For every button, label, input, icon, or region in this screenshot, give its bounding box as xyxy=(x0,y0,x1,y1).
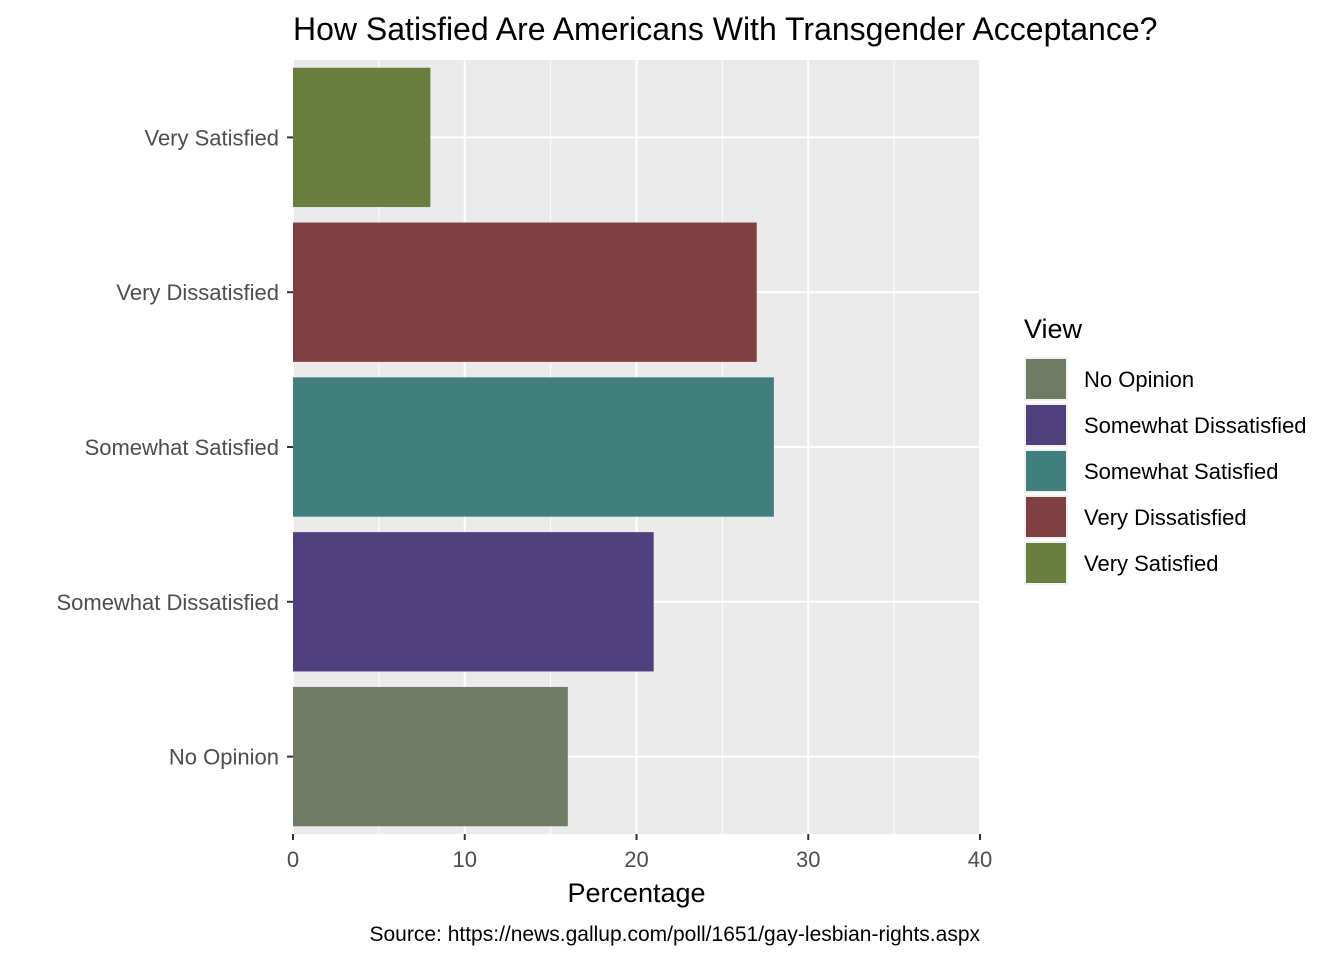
legend-label: No Opinion xyxy=(1084,367,1194,392)
legend-title: View xyxy=(1024,314,1083,344)
legend-swatch xyxy=(1026,405,1066,445)
x-tick-label: 40 xyxy=(968,847,992,872)
legend-label: Very Dissatisfied xyxy=(1084,505,1247,530)
y-tick-label: Very Satisfied xyxy=(144,125,279,150)
bar-very-dissatisfied xyxy=(293,222,757,362)
y-axis: No Opinion Somewhat Dissatisfied Somewhat … xyxy=(56,125,293,770)
legend-swatch xyxy=(1026,497,1066,537)
legend-items: No Opinion Somewhat Dissatisfied Somewhat … xyxy=(1024,357,1307,585)
chart-title: How Satisfied Are Americans With Transge… xyxy=(293,11,1157,47)
legend-swatch xyxy=(1026,359,1066,399)
legend-swatch xyxy=(1026,543,1066,583)
bar-no-opinion xyxy=(293,686,568,827)
x-tick-label: 20 xyxy=(624,847,648,872)
y-tick-label: Somewhat Satisfied xyxy=(85,435,279,460)
x-tick-label: 10 xyxy=(453,847,477,872)
bar-very-satisfied xyxy=(293,67,431,208)
x-axis: 0 10 20 30 40 xyxy=(287,834,992,872)
x-axis-title: Percentage xyxy=(567,878,705,908)
bar-somewhat-dissatisfied xyxy=(293,532,654,672)
source-caption: Source: https://news.gallup.com/poll/165… xyxy=(370,923,981,946)
y-tick-label: No Opinion xyxy=(169,745,279,770)
legend-swatch xyxy=(1026,451,1066,491)
legend: View No Opinion Somewhat Dissatisfied Some… xyxy=(1024,314,1307,585)
x-tick-label: 0 xyxy=(287,847,299,872)
legend-label: Somewhat Satisfied xyxy=(1084,459,1278,484)
bars xyxy=(293,67,774,827)
legend-label: Very Satisfied xyxy=(1084,551,1219,576)
legend-label: Somewhat Dissatisfied xyxy=(1084,413,1307,438)
y-tick-label: Very Dissatisfied xyxy=(116,280,279,305)
bar-somewhat-satisfied xyxy=(293,377,774,517)
x-tick-label: 30 xyxy=(796,847,820,872)
y-tick-label: Somewhat Dissatisfied xyxy=(56,590,279,615)
